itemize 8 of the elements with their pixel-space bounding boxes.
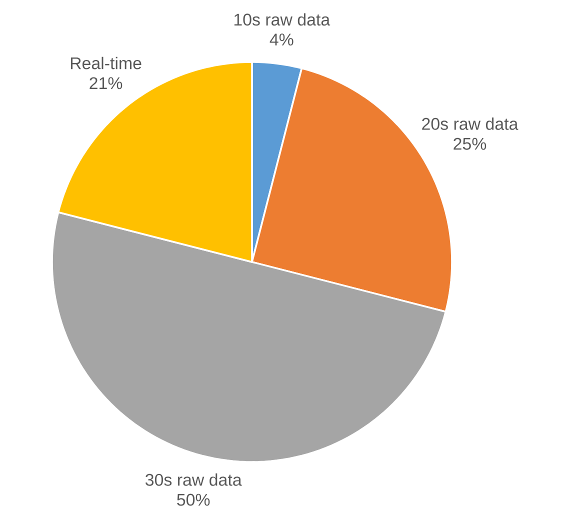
slice-label: Real-time <box>70 56 142 70</box>
data-label: 50% <box>177 494 210 506</box>
data-label: 21% <box>90 77 122 90</box>
slice-label: 30s raw data <box>146 473 242 486</box>
slice-label: 20s raw data <box>422 117 518 130</box>
data-label: 25% <box>454 138 486 150</box>
data-label: 4% <box>270 34 294 46</box>
slice-label: 10s raw data <box>234 13 330 26</box>
